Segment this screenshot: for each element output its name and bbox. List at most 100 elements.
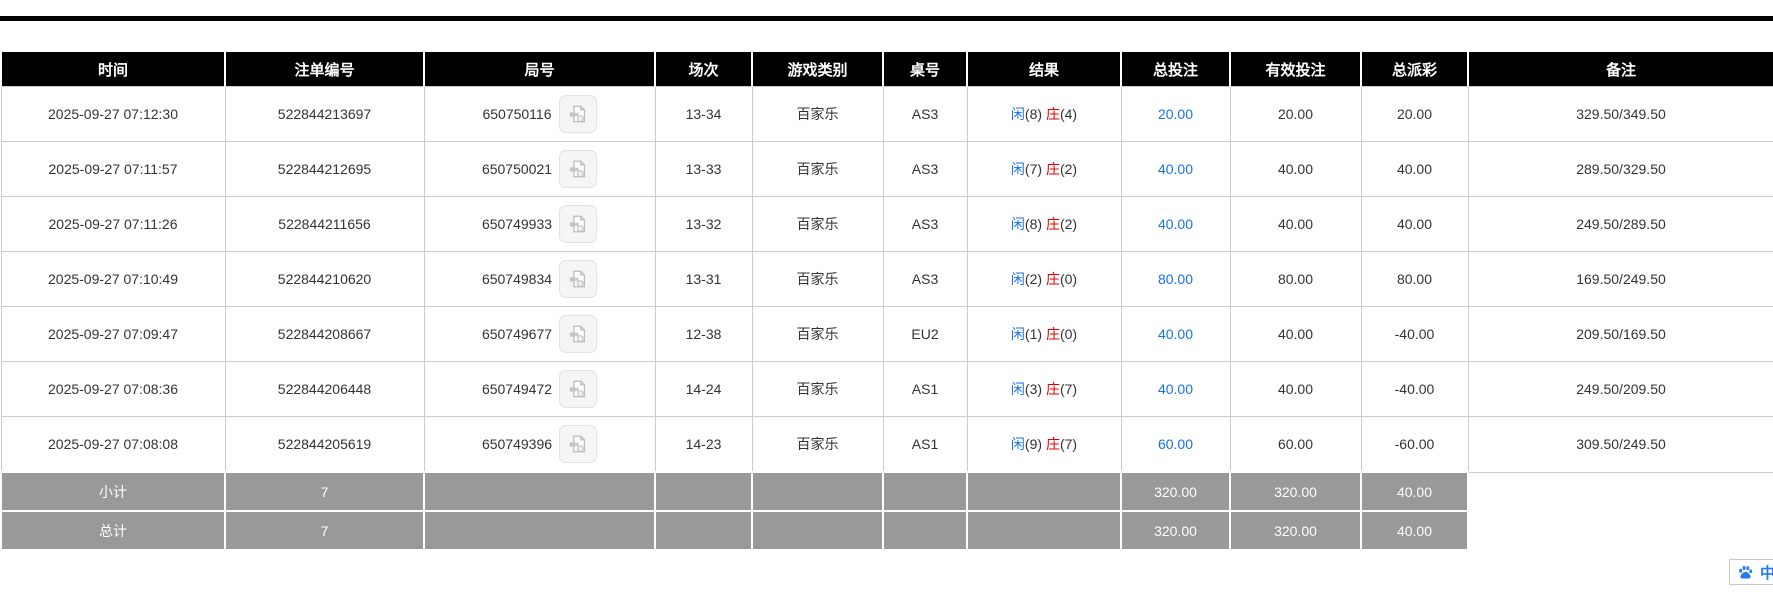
video-replay-button[interactable] bbox=[559, 425, 598, 463]
result-banker-score: (2) bbox=[1059, 216, 1078, 232]
empty-cell bbox=[654, 510, 753, 551]
cell-result: 闲(1) 庄(0) bbox=[966, 306, 1122, 362]
video-replay-button[interactable] bbox=[559, 370, 598, 408]
table-row: 2025-09-27 07:12:30 522844213697 6507501… bbox=[0, 86, 1773, 142]
video-replay-button[interactable] bbox=[559, 315, 598, 353]
cell-round-number: 650749472 bbox=[423, 361, 656, 417]
cell-payout: 80.00 bbox=[1360, 251, 1469, 307]
cell-time: 2025-09-27 07:11:26 bbox=[0, 196, 226, 252]
empty-cell bbox=[882, 510, 968, 551]
baidu-translate-widget[interactable]: 中 bbox=[1729, 559, 1773, 585]
table-body: 2025-09-27 07:12:30 522844213697 6507501… bbox=[0, 86, 1773, 473]
total-bet-link[interactable]: 80.00 bbox=[1157, 271, 1194, 287]
total-bet-link[interactable]: 40.00 bbox=[1157, 161, 1194, 177]
video-replay-button[interactable] bbox=[559, 260, 598, 298]
result-player-label: 闲 bbox=[1010, 106, 1025, 122]
cell-total-bet: 40.00 bbox=[1120, 361, 1231, 417]
film-file-icon bbox=[569, 160, 586, 178]
cell-table-number: AS1 bbox=[882, 416, 968, 473]
subtotal-count: 7 bbox=[224, 471, 425, 512]
result-banker-score: (0) bbox=[1059, 326, 1078, 342]
video-replay-button[interactable] bbox=[558, 95, 597, 133]
total-bet-link[interactable]: 20.00 bbox=[1157, 106, 1194, 122]
total-bet-link[interactable]: 40.00 bbox=[1157, 216, 1194, 232]
cell-total-bet: 40.00 bbox=[1120, 141, 1231, 197]
empty-cell bbox=[966, 471, 1122, 512]
cell-time: 2025-09-27 07:09:47 bbox=[0, 306, 226, 362]
empty-cell bbox=[1468, 472, 1773, 511]
cell-session: 13-32 bbox=[654, 196, 753, 252]
result-banker-label: 庄 bbox=[1045, 216, 1060, 232]
translate-language-label: 中 bbox=[1760, 564, 1773, 582]
table-row: 2025-09-27 07:10:49 522844210620 6507498… bbox=[0, 251, 1773, 307]
cell-remark: 309.50/249.50 bbox=[1467, 416, 1773, 473]
result-banker-label: 庄 bbox=[1045, 381, 1060, 397]
cell-result: 闲(7) 庄(2) bbox=[966, 141, 1122, 197]
result-player-label: 闲 bbox=[1010, 436, 1025, 452]
cell-round-number: 650749834 bbox=[423, 251, 656, 307]
cell-time: 2025-09-27 07:08:36 bbox=[0, 361, 226, 417]
cell-result: 闲(2) 庄(0) bbox=[966, 251, 1122, 307]
cell-valid-bet: 20.00 bbox=[1229, 86, 1362, 142]
cell-table-number: AS3 bbox=[882, 86, 968, 142]
result-banker-score: (7) bbox=[1059, 381, 1078, 397]
cell-payout: -60.00 bbox=[1360, 416, 1469, 473]
video-replay-button[interactable] bbox=[559, 205, 598, 243]
cell-valid-bet: 40.00 bbox=[1229, 196, 1362, 252]
empty-cell bbox=[1468, 511, 1773, 550]
cell-session: 13-31 bbox=[654, 251, 753, 307]
empty-cell bbox=[751, 510, 884, 551]
cell-bet-number: 522844208667 bbox=[224, 306, 425, 362]
cell-game-type: 百家乐 bbox=[751, 196, 884, 252]
table-row: 2025-09-27 07:08:08 522844205619 6507493… bbox=[0, 416, 1773, 473]
subtotal-row: 小计 7 320.00 320.00 40.00 bbox=[0, 471, 1773, 512]
result-player-score: (8) bbox=[1024, 216, 1043, 232]
result-player-label: 闲 bbox=[1010, 381, 1025, 397]
cell-total-bet: 40.00 bbox=[1120, 196, 1231, 252]
table-row: 2025-09-27 07:11:57 522844212695 6507500… bbox=[0, 141, 1773, 197]
result-player-label: 闲 bbox=[1010, 271, 1025, 287]
result-player-score: (8) bbox=[1024, 106, 1043, 122]
result-banker-score: (2) bbox=[1059, 161, 1078, 177]
video-replay-button[interactable] bbox=[559, 150, 598, 188]
header-remark: 备注 bbox=[1467, 52, 1773, 87]
result-player-label: 闲 bbox=[1010, 216, 1025, 232]
film-file-icon bbox=[569, 435, 586, 453]
round-number: 650749834 bbox=[481, 271, 553, 287]
film-file-icon bbox=[569, 380, 586, 398]
cell-round-number: 650749933 bbox=[423, 196, 656, 252]
empty-cell bbox=[751, 471, 884, 512]
result-banker-score: (7) bbox=[1059, 436, 1078, 452]
total-count: 7 bbox=[224, 510, 425, 551]
round-number: 650749933 bbox=[481, 216, 553, 232]
film-file-icon bbox=[569, 325, 586, 343]
total-bet-link[interactable]: 40.00 bbox=[1157, 326, 1194, 342]
cell-bet-number: 522844206448 bbox=[224, 361, 425, 417]
header-total-payout: 总派彩 bbox=[1360, 52, 1469, 87]
result-player-label: 闲 bbox=[1010, 161, 1025, 177]
cell-remark: 169.50/249.50 bbox=[1467, 251, 1773, 307]
cell-total-bet: 80.00 bbox=[1120, 251, 1231, 307]
result-banker-score: (4) bbox=[1059, 106, 1078, 122]
round-number: 650750116 bbox=[482, 106, 552, 122]
empty-cell bbox=[654, 471, 753, 512]
empty-cell bbox=[423, 510, 656, 551]
table-row: 2025-09-27 07:08:36 522844206448 6507494… bbox=[0, 361, 1773, 417]
cell-time: 2025-09-27 07:12:30 bbox=[0, 86, 226, 142]
result-banker-label: 庄 bbox=[1045, 106, 1060, 122]
result-player-score: (3) bbox=[1024, 381, 1043, 397]
cell-valid-bet: 60.00 bbox=[1229, 416, 1362, 473]
round-number: 650749472 bbox=[481, 381, 553, 397]
total-bet-link[interactable]: 40.00 bbox=[1157, 381, 1194, 397]
cell-round-number: 650750021 bbox=[423, 141, 656, 197]
film-file-icon bbox=[569, 270, 586, 288]
cell-bet-number: 522844211656 bbox=[224, 196, 425, 252]
table-header-row: 时间 注单编号 局号 场次 游戏类别 桌号 结果 总投注 有效投注 总派彩 备注 bbox=[0, 52, 1773, 87]
result-banker-label: 庄 bbox=[1045, 161, 1060, 177]
header-table-number: 桌号 bbox=[882, 52, 968, 87]
total-bet-link[interactable]: 60.00 bbox=[1157, 436, 1194, 452]
cell-total-bet: 60.00 bbox=[1120, 416, 1231, 473]
cell-game-type: 百家乐 bbox=[751, 306, 884, 362]
subtotal-label: 小计 bbox=[0, 471, 226, 512]
cell-session: 14-24 bbox=[654, 361, 753, 417]
